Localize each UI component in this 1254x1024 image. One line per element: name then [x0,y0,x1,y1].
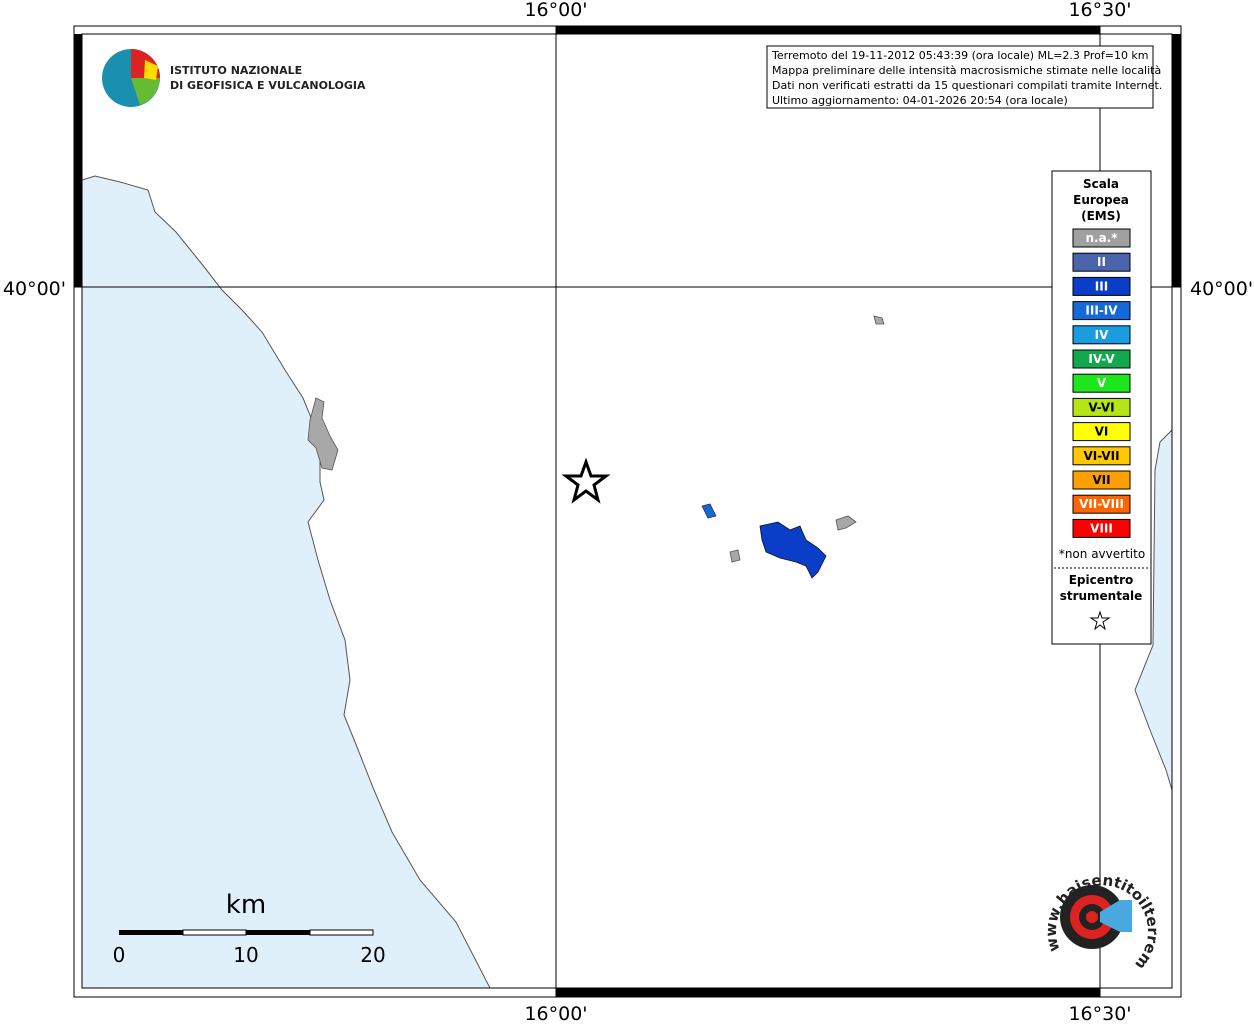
site-logo [1086,911,1098,923]
scale-segment [309,929,374,936]
legend-swatch [1072,373,1131,393]
town-area [307,397,339,471]
legend-swatch [1072,349,1131,369]
grid-label: 16°00' [524,0,587,21]
scale-label: 0 [113,943,126,967]
grid-label: 16°30' [1068,0,1131,21]
info-box [766,45,1154,109]
legend-swatch [1072,301,1131,321]
sea [81,175,491,989]
info-line: Ultimo aggiornamento: 04-01-2026 20:54 (… [772,94,1068,107]
legend-items: n.a.*IIIIIIII-IVIVIV-VVV-VIVIVI-VIIVIIVI… [1072,228,1131,538]
logo-globe [131,78,160,105]
logo-globe [144,60,158,80]
town-area [729,549,741,563]
town-area [873,315,885,325]
legend-swatch [1072,252,1131,272]
legend-swatch [1072,325,1131,345]
legend-epicenter: strumentale [1060,589,1143,603]
scale-label: 20 [360,943,385,967]
info-line: Terremoto del 19-11-2012 05:43:39 (ora l… [771,49,1149,62]
legend-title: Europea [1073,193,1129,207]
info-line: Mappa preliminare delle intensità macros… [772,64,1161,77]
frame-bar [556,988,1100,997]
scale-segment [246,930,310,935]
legend-swatch [1072,470,1131,490]
legend-epicenter: Epicentro [1069,573,1134,587]
info-lines: Terremoto del 19-11-2012 05:43:39 (ora l… [771,49,1162,107]
scale-segment [119,930,183,935]
legend-label: IV [1095,328,1109,342]
legend-swatch [1072,397,1131,417]
legend-label: V [1097,376,1107,390]
legend-star [1089,610,1111,631]
logo-text: DI GEOFISICA E VULCANOLOGIA [170,79,366,92]
scale-label: 10 [233,943,258,967]
site-logo [1100,900,1132,932]
legend-label: VII [1092,473,1110,487]
town-area [701,503,717,519]
legend-label: II [1097,255,1106,269]
legend-swatch [1072,228,1131,248]
logo-text: ISTITUTO NAZIONALE [170,64,302,77]
legend-label: III [1095,279,1108,293]
legend-note: *non avvertito [1059,547,1145,561]
town-area [759,521,827,579]
grid-label: 16°30' [1068,1003,1131,1024]
legend-label: VI [1095,425,1109,439]
epicenter-star [561,457,611,504]
town-area [835,515,857,531]
legend-label: VIII [1090,521,1113,535]
legend-swatch [1072,276,1131,296]
frame-bar [74,34,82,287]
legend-swatch [1072,494,1131,514]
legend-title: Scala [1083,177,1119,191]
legend-swatch [1072,422,1131,442]
info-line: Dati non verificati estratti da 15 quest… [772,79,1162,92]
grid-label: 40°00' [3,278,66,300]
legend-label: V-VI [1088,400,1114,414]
legend-swatch [1072,518,1131,538]
legend-label: VI-VII [1083,449,1119,463]
legend-label: VII-VIII [1079,497,1124,511]
scale-segment [182,929,247,936]
scale-unit: km [226,890,266,920]
legend-label: IV-V [1088,352,1115,366]
legend-title: (EMS) [1081,209,1121,223]
grid-label: 40°00' [1190,278,1253,300]
frame-bar [556,26,1100,34]
frame-bar [1172,34,1181,287]
legend-label: n.a.* [1085,231,1118,245]
grid-label: 16°00' [524,1003,587,1024]
sea [1134,428,1173,791]
legend-swatch [1072,446,1131,466]
legend-label: III-IV [1085,304,1118,318]
